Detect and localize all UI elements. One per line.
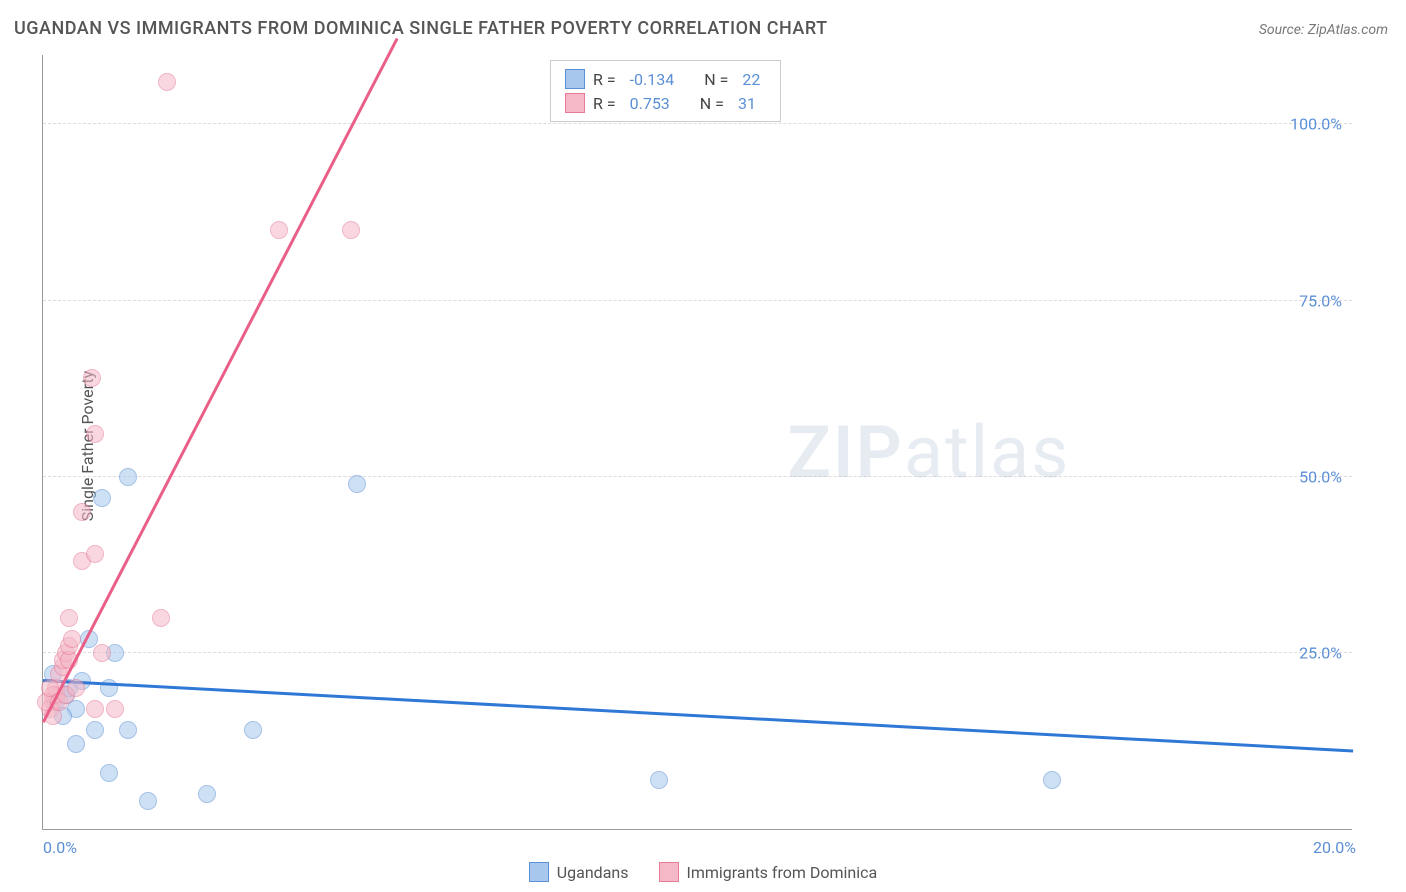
bottom-legend: Ugandans Immigrants from Dominica	[0, 862, 1406, 882]
grid-line	[43, 123, 1352, 124]
data-point-dominica	[60, 609, 78, 627]
stats-row-ugandans: R = -0.134 N = 22	[565, 67, 766, 91]
stats-n-value: 31	[738, 94, 756, 113]
stats-r-value: 0.753	[630, 94, 670, 113]
data-point-dominica	[63, 630, 81, 648]
data-point-ugandans	[139, 792, 157, 810]
data-point-dominica	[106, 700, 124, 718]
data-point-ugandans	[67, 735, 85, 753]
legend-swatch-dominica	[659, 862, 679, 882]
legend-swatch-ugandans	[529, 862, 549, 882]
stats-n-label: N =	[700, 94, 724, 113]
plot-area: 25.0%50.0%75.0%100.0%0.0%20.0%	[42, 55, 1352, 830]
stats-legend-box: R = -0.134 N = 22 R = 0.753 N = 31	[550, 60, 781, 122]
stats-r-label: R =	[593, 94, 616, 113]
data-point-ugandans	[100, 764, 118, 782]
data-point-dominica	[86, 700, 104, 718]
watermark-part1: ZIP	[787, 410, 903, 495]
legend-item-ugandans: Ugandans	[529, 862, 629, 882]
data-point-ugandans	[1043, 771, 1061, 789]
data-point-dominica	[152, 609, 170, 627]
watermark: ZIPatlas	[787, 410, 1070, 495]
data-point-ugandans	[650, 771, 668, 789]
y-tick-label: 100.0%	[1290, 115, 1342, 134]
y-tick-label: 75.0%	[1299, 291, 1342, 310]
data-point-ugandans	[93, 489, 111, 507]
stats-r-label: R =	[593, 70, 616, 89]
data-point-dominica	[93, 644, 111, 662]
grid-line	[43, 300, 1352, 301]
stats-r-value: -0.134	[630, 70, 675, 89]
data-point-ugandans	[86, 721, 104, 739]
data-point-dominica	[270, 221, 288, 239]
stats-n-value: 22	[742, 70, 760, 89]
data-point-dominica	[67, 679, 85, 697]
swatch-ugandans	[565, 69, 585, 89]
grid-line	[43, 476, 1352, 477]
data-point-ugandans	[244, 721, 262, 739]
data-point-dominica	[86, 545, 104, 563]
data-point-ugandans	[119, 468, 137, 486]
legend-label: Ugandans	[557, 863, 629, 882]
stats-row-dominica: R = 0.753 N = 31	[565, 91, 766, 115]
legend-label: Immigrants from Dominica	[687, 863, 878, 882]
chart-container: UGANDAN VS IMMIGRANTS FROM DOMINICA SING…	[0, 0, 1406, 892]
data-point-dominica	[86, 425, 104, 443]
legend-item-dominica: Immigrants from Dominica	[659, 862, 878, 882]
x-tick-label: 20.0%	[1313, 838, 1356, 857]
grid-line	[43, 652, 1352, 653]
y-tick-label: 50.0%	[1299, 467, 1342, 486]
trend-line-ugandans	[43, 679, 1353, 752]
chart-title: UGANDAN VS IMMIGRANTS FROM DOMINICA SING…	[14, 18, 828, 39]
data-point-dominica	[342, 221, 360, 239]
data-point-dominica	[158, 73, 176, 91]
data-point-ugandans	[198, 785, 216, 803]
x-tick-label: 0.0%	[43, 838, 77, 857]
data-point-ugandans	[348, 475, 366, 493]
stats-n-label: N =	[704, 70, 728, 89]
data-point-dominica	[73, 503, 91, 521]
data-point-dominica	[83, 369, 101, 387]
data-point-ugandans	[119, 721, 137, 739]
source-label: Source: ZipAtlas.com	[1259, 22, 1388, 38]
watermark-part2: atlas	[904, 410, 1071, 495]
y-tick-label: 25.0%	[1299, 643, 1342, 662]
swatch-dominica	[565, 93, 585, 113]
